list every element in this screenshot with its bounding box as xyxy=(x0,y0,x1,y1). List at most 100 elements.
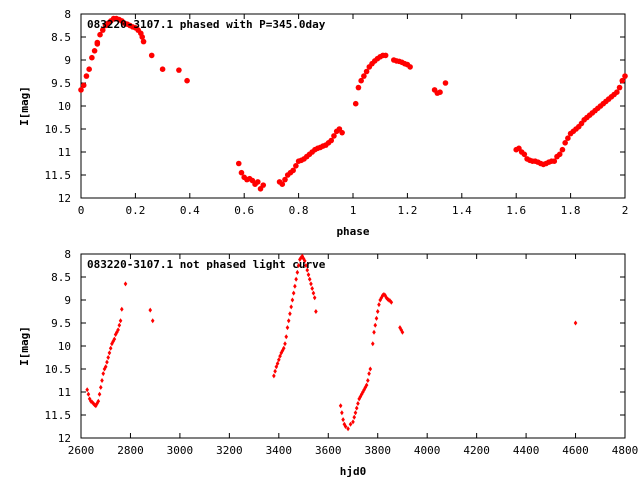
phased-x-tick-label: 0.4 xyxy=(180,204,200,217)
phased-y-tick-label: 9 xyxy=(64,54,71,67)
phased-x-tick-label: 0 xyxy=(78,204,85,217)
unphased-data-point xyxy=(116,327,120,333)
phased-data-point xyxy=(94,41,101,47)
unphased-data-point xyxy=(123,281,128,287)
phased-data-point xyxy=(355,84,362,91)
phased-data-point xyxy=(91,48,98,54)
unphased-plot-frame xyxy=(80,253,626,439)
unphased-data-point xyxy=(384,295,389,301)
unphased-y-tick-label: 10.5 xyxy=(45,363,72,376)
unphased-data-point xyxy=(340,410,344,416)
phased-data-point xyxy=(521,151,528,158)
phased-data-point xyxy=(176,67,182,73)
unphased-data-point xyxy=(106,355,110,360)
phased-data-point xyxy=(80,82,87,89)
unphased-data-point xyxy=(275,360,280,366)
unphased-data-point xyxy=(375,309,380,314)
phased-x-tick-label: 0.6 xyxy=(234,204,254,217)
phased-data-point xyxy=(442,80,449,86)
unphased-data-point xyxy=(352,414,357,420)
unphased-data-point xyxy=(343,424,348,429)
unphased-data-point xyxy=(368,366,373,372)
unphased-data-point xyxy=(285,325,290,331)
unphased-data-point xyxy=(301,256,306,262)
unphased-data-point xyxy=(296,263,301,268)
unphased-data-point xyxy=(97,391,102,397)
phased-y-tick-label: 8.5 xyxy=(51,31,71,44)
unphased-data-point xyxy=(573,320,578,326)
unphased-x-tick-label: 2600 xyxy=(68,444,95,457)
phased-data-point xyxy=(140,38,147,45)
unphased-data-point xyxy=(107,350,112,356)
phased-data-point xyxy=(235,160,242,167)
phased-x-tick-label: 1.4 xyxy=(452,204,472,217)
unphased-data-point xyxy=(304,263,308,268)
unphased-data-point xyxy=(356,401,360,406)
unphased-data-point xyxy=(293,283,297,289)
phased-data-point xyxy=(562,140,568,146)
phased-data-point xyxy=(148,52,155,59)
unphased-data-point xyxy=(312,295,317,301)
unphased-y-tick-label: 11.5 xyxy=(45,409,72,422)
unphased-data-point xyxy=(148,307,153,313)
unphased-data-point xyxy=(101,371,106,377)
phased-x-tick-label: 1 xyxy=(350,204,357,217)
phased-light-curve-panel: 0 0.2 0.4 0.6 0.8 1 1.2 1.4 1.6 1.8 2 8 8.5 9 9.5 10 10.… xyxy=(18,8,628,238)
unphased-data-point xyxy=(398,325,402,331)
phased-data-point xyxy=(139,34,145,40)
unphased-y-tick-label: 8.5 xyxy=(51,271,71,284)
phased-x-tick-label: 1.2 xyxy=(397,204,417,217)
unphased-data-point xyxy=(309,281,313,287)
unphased-data-point xyxy=(362,387,366,393)
phased-data-point xyxy=(551,158,558,164)
phased-y-tick-label: 12 xyxy=(58,192,71,205)
phased-chart-title: 083220-3107.1 phased with P=345.0day xyxy=(87,18,326,31)
unphased-data-point xyxy=(366,378,370,383)
phased-x-tick-label: 0.2 xyxy=(125,204,145,217)
unphased-data-point xyxy=(354,405,359,411)
phased-data-point xyxy=(559,146,566,153)
unphased-data-point xyxy=(389,299,394,305)
phased-x-tick-label: 1.6 xyxy=(506,204,526,217)
phased-x-tick-label: 1.8 xyxy=(561,204,581,217)
unphased-x-tick-label: 3200 xyxy=(216,444,243,457)
phased-y-tick-label: 8 xyxy=(64,8,71,21)
phased-data-point xyxy=(83,73,90,79)
unphased-data-point xyxy=(286,318,291,324)
phased-y-tick-label: 10 xyxy=(58,100,71,113)
phased-data-point xyxy=(159,66,166,72)
unphased-data-point xyxy=(351,419,355,425)
unphased-data-point xyxy=(383,292,387,298)
unphased-data-point xyxy=(400,329,405,335)
unphased-x-tick-label: 3400 xyxy=(266,444,293,457)
unphased-data-point xyxy=(299,255,303,261)
unphased-data-point xyxy=(273,368,277,374)
phased-data-point xyxy=(97,31,103,38)
unphased-data-point xyxy=(311,290,316,296)
unphased-data-point xyxy=(372,329,376,335)
unphased-data-point xyxy=(112,336,117,342)
unphased-data-point xyxy=(294,276,298,282)
unphased-data-point xyxy=(361,389,365,395)
phased-data-point xyxy=(614,89,620,95)
unphased-data-point xyxy=(108,345,113,351)
unphased-data-point xyxy=(310,286,314,291)
phased-data-point xyxy=(279,181,286,187)
unphased-x-tick-label: 2800 xyxy=(117,444,144,457)
phased-data-point xyxy=(565,135,571,141)
unphased-y-tick-label: 8 xyxy=(64,248,71,261)
phased-plot-frame xyxy=(80,13,626,199)
unphased-data-point xyxy=(346,426,350,432)
unphased-x-tick-label: 3600 xyxy=(315,444,342,457)
unphased-data-point xyxy=(85,387,89,393)
unphased-data-point xyxy=(105,359,109,365)
unphased-x-axis-label: hjd0 xyxy=(340,465,367,478)
unphased-y-tick-label: 9 xyxy=(64,294,71,307)
unphased-data-point xyxy=(117,322,122,328)
phased-data-point xyxy=(358,77,364,84)
phased-data-point xyxy=(184,77,190,84)
unphased-data-point xyxy=(367,371,371,377)
phased-y-axis-label: I[mag] xyxy=(18,86,31,126)
phased-data-point xyxy=(339,129,345,136)
